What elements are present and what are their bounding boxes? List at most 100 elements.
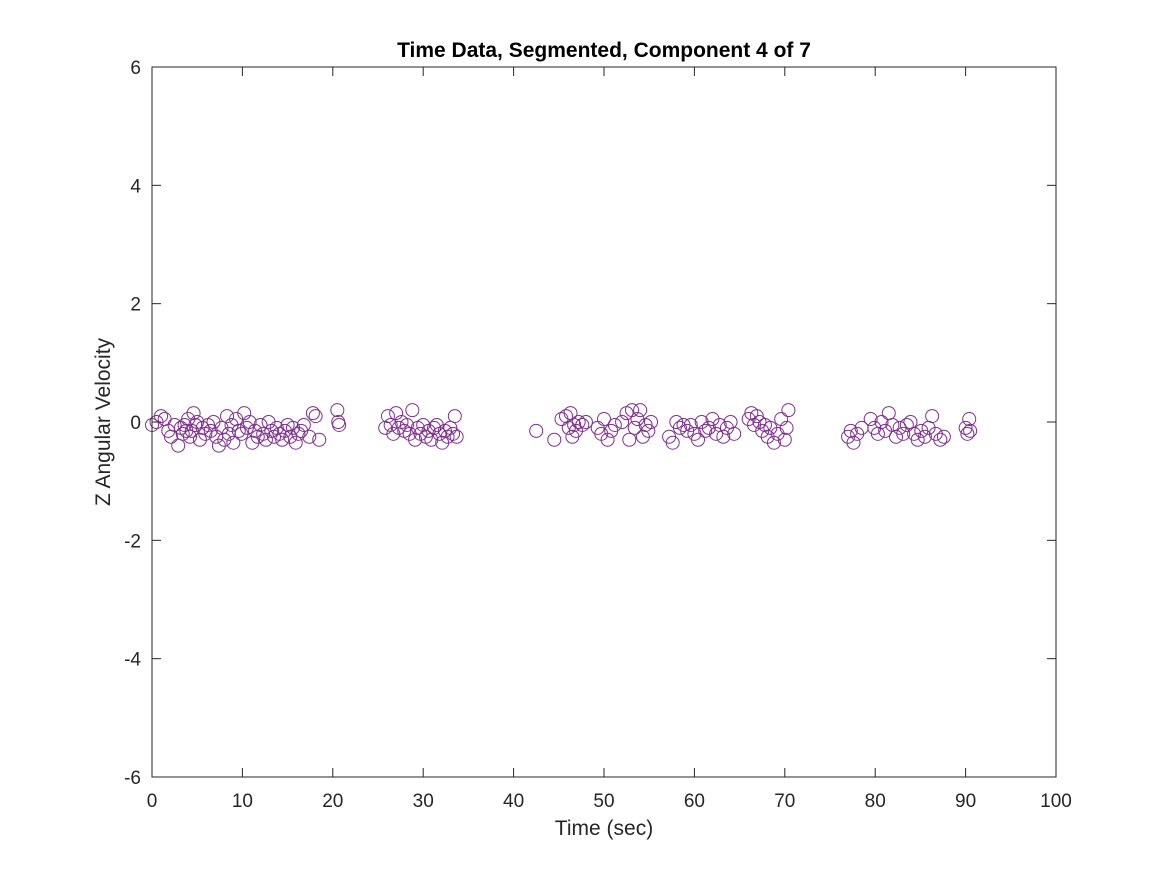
data-point [312,432,327,447]
x-tick-label: 20 [322,791,343,812]
data-point [302,429,317,444]
data-point [231,423,246,438]
data-point [167,417,182,432]
x-tick-label: 70 [774,791,795,812]
data-point [383,417,398,432]
data-point [727,426,742,441]
data-point [175,426,190,441]
data-point [936,429,951,444]
data-point [896,426,911,441]
data-point [644,415,659,429]
plot-area [152,67,1056,777]
data-point [305,406,320,421]
data-point [781,403,796,418]
x-tick-label: 0 [147,791,158,812]
data-point [888,429,903,444]
data-point [763,420,778,435]
data-point [547,432,562,447]
data-point [698,423,713,438]
data-point [958,420,973,435]
x-tick-label: 80 [865,791,886,812]
x-tick-label: 40 [503,791,524,812]
data-point [446,426,461,441]
data-point [242,415,257,429]
data-point [899,417,914,432]
data-point [186,406,201,421]
data-point [846,435,861,450]
x-tick-label: 100 [1040,791,1072,812]
data-point [779,420,794,435]
data-point [559,409,574,424]
data-point [701,420,716,435]
data-point [863,412,878,427]
data-point [962,412,977,427]
data-point [774,412,789,427]
data-point [709,426,724,441]
data-point [925,409,940,424]
data-point [220,409,235,424]
y-tick-label: 4 [130,176,141,197]
data-point [683,417,698,432]
data-point [258,432,273,447]
data-point [578,415,593,429]
data-point [874,415,889,429]
data-point [672,420,687,435]
data-point [154,409,169,424]
data-point [625,403,640,418]
data-point [253,417,268,432]
data-point [777,432,792,447]
x-tick-label: 10 [232,791,253,812]
data-point [447,409,462,424]
data-point [389,406,404,421]
y-tick-label: 6 [130,58,141,79]
data-point [239,420,254,435]
data-point [691,432,706,447]
data-point [275,432,290,447]
data-point [237,406,252,421]
data-point [878,423,893,438]
data-point [291,426,306,441]
data-point [571,415,586,429]
data-point [749,409,764,424]
x-tick-label: 60 [684,791,705,812]
data-point [694,415,709,429]
data-point [296,417,311,432]
data-point [182,429,197,444]
data-point [641,423,656,438]
data-point [622,432,637,447]
data-point [575,417,590,432]
x-axis-label: Time (sec) [555,817,653,840]
x-tick-label: 30 [413,791,434,812]
y-axis-label: Z Angular Velocity [92,337,115,506]
data-point [529,423,544,438]
x-tick-label: 50 [593,791,614,812]
data-point [766,435,781,450]
chart-title: Time Data, Segmented, Component 4 of 7 [397,39,811,62]
y-tick-label: 2 [130,295,141,316]
data-point [380,409,395,424]
data-point [288,435,303,450]
data-point [330,403,345,418]
data-point [615,415,630,429]
data-point [214,420,229,435]
y-tick-label: 0 [130,413,141,434]
data-point [405,403,420,418]
data-points [145,403,978,453]
data-point [399,417,414,432]
data-point [600,432,615,447]
data-point [910,432,925,447]
data-point [960,426,975,441]
x-tick-label: 90 [955,791,976,812]
data-point [449,429,464,444]
data-point [843,423,858,438]
data-point [597,412,611,427]
data-point [716,429,731,444]
y-tick-label: -6 [124,768,141,789]
axes-box [151,66,1057,778]
x-tick-labels: 0 10 20 30 40 50 60 70 80 90 100 [147,791,1072,812]
data-point [607,417,622,432]
y-tick-labels: 6 4 2 0 -2 -4 -6 [124,58,141,789]
y-tick-label: -2 [124,531,141,552]
data-point [963,423,978,438]
